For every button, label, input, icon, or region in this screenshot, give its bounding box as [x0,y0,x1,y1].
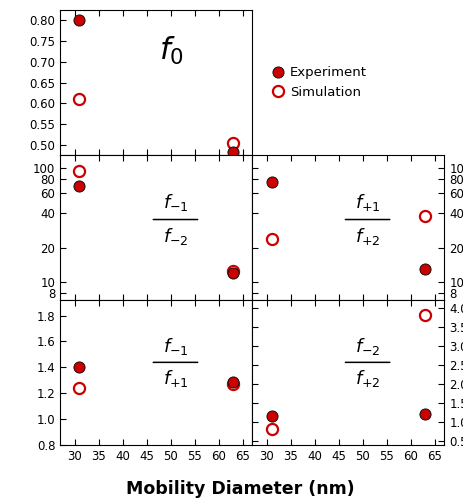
Text: $\mathit{f}_{-2}$: $\mathit{f}_{-2}$ [163,226,188,246]
Legend: Experiment, Simulation: Experiment, Simulation [269,61,372,104]
Text: $\mathit{f}_{+2}$: $\mathit{f}_{+2}$ [355,226,381,246]
Text: $\mathit{f}_0$: $\mathit{f}_0$ [159,34,184,66]
Text: $\mathit{f}_{-1}$: $\mathit{f}_{-1}$ [163,192,188,214]
Text: $\mathit{f}_{+1}$: $\mathit{f}_{+1}$ [355,192,381,214]
Text: $\mathit{f}_{+1}$: $\mathit{f}_{+1}$ [163,368,188,389]
Text: $\mathit{f}_{+2}$: $\mathit{f}_{+2}$ [355,368,381,389]
Text: $\mathit{f}_{-1}$: $\mathit{f}_{-1}$ [163,336,188,357]
Text: Mobility Diameter (nm): Mobility Diameter (nm) [126,480,355,498]
Text: $\mathit{f}_{-2}$: $\mathit{f}_{-2}$ [355,336,381,357]
